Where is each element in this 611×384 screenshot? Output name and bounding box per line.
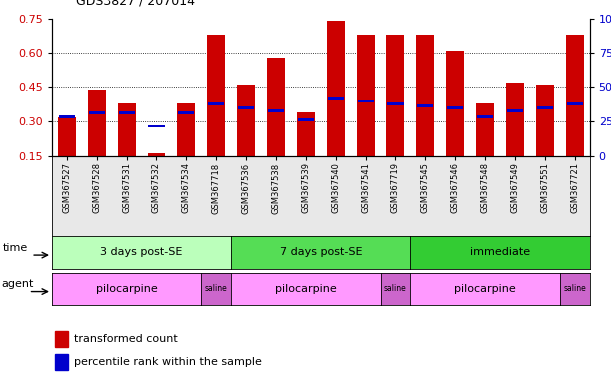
Bar xyxy=(387,35,404,156)
Bar xyxy=(148,124,164,127)
Text: 3 days post-SE: 3 days post-SE xyxy=(100,247,183,258)
Text: GDS3827 / 207014: GDS3827 / 207014 xyxy=(76,0,196,8)
Bar xyxy=(147,153,166,156)
Bar xyxy=(357,35,375,156)
Bar xyxy=(476,103,494,156)
Bar xyxy=(267,58,285,156)
Text: 7 days post-SE: 7 days post-SE xyxy=(279,247,362,258)
Text: saline: saline xyxy=(563,285,586,293)
Bar xyxy=(416,35,434,156)
Text: time: time xyxy=(2,243,28,253)
Text: saline: saline xyxy=(384,285,407,293)
Bar xyxy=(55,354,68,370)
Bar xyxy=(58,117,76,156)
Bar xyxy=(208,102,224,105)
Bar xyxy=(298,118,314,121)
Bar xyxy=(237,85,255,156)
Text: agent: agent xyxy=(1,279,34,289)
Bar xyxy=(297,113,315,156)
Bar xyxy=(207,35,225,156)
Bar xyxy=(268,109,284,112)
Bar xyxy=(327,22,345,156)
Bar xyxy=(507,109,523,112)
Bar xyxy=(536,106,553,109)
Text: pilocarpine: pilocarpine xyxy=(275,284,337,294)
Bar xyxy=(417,104,433,107)
Bar xyxy=(477,116,493,118)
Bar xyxy=(566,35,584,156)
Bar xyxy=(238,106,254,109)
Bar xyxy=(446,51,464,156)
Bar xyxy=(119,111,134,114)
Bar xyxy=(506,83,524,156)
Bar xyxy=(536,85,554,156)
Text: transformed count: transformed count xyxy=(74,334,178,344)
Bar xyxy=(327,97,344,100)
Text: percentile rank within the sample: percentile rank within the sample xyxy=(74,358,262,367)
Bar xyxy=(566,102,583,105)
Text: pilocarpine: pilocarpine xyxy=(96,284,158,294)
Text: pilocarpine: pilocarpine xyxy=(454,284,516,294)
Bar xyxy=(89,111,105,114)
Bar xyxy=(55,331,68,348)
Bar xyxy=(387,102,403,105)
Bar xyxy=(177,103,196,156)
Bar xyxy=(88,89,106,156)
Text: immediate: immediate xyxy=(470,247,530,258)
Text: saline: saline xyxy=(205,285,228,293)
Bar xyxy=(178,111,194,114)
Bar xyxy=(357,99,374,103)
Bar xyxy=(447,106,463,109)
Bar xyxy=(59,116,75,118)
Bar xyxy=(118,103,136,156)
